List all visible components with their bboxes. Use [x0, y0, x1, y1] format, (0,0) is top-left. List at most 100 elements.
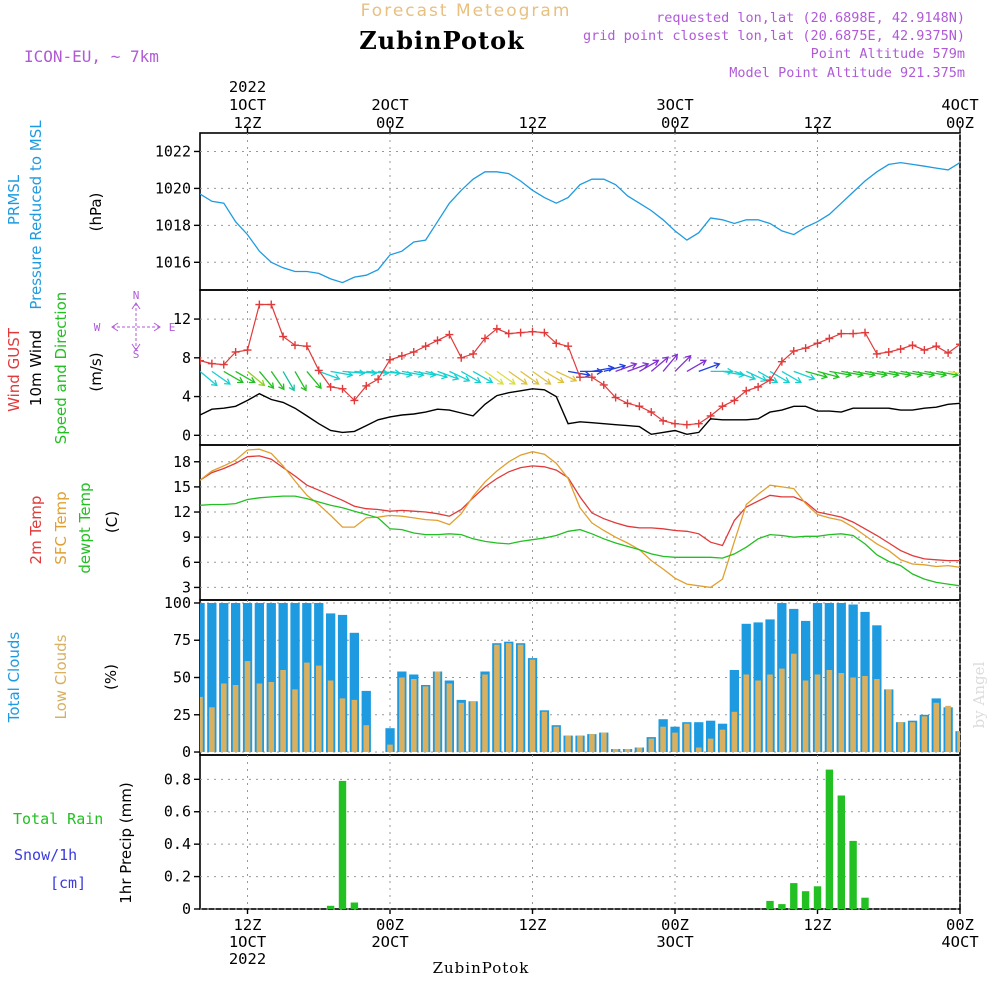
- low-cloud-bar: [553, 726, 560, 752]
- low-cloud-bar: [434, 671, 441, 752]
- wind-arrow: [247, 370, 266, 387]
- wind-arrow-shaft: [888, 370, 911, 376]
- temp-label-sfc: SFC Temp: [52, 491, 70, 564]
- wind-arrow-shaft: [306, 370, 322, 389]
- gust-marker: [599, 380, 608, 389]
- gust-marker: [730, 396, 739, 405]
- temp-line-sfc: [200, 448, 960, 589]
- wind-arrow-head: [671, 353, 679, 361]
- gust-marker: [611, 393, 620, 402]
- wind-arrow-shaft: [722, 370, 745, 376]
- y-tick-label: 25: [173, 706, 191, 724]
- wind-arrow-head: [211, 379, 218, 387]
- low-cloud-bar: [221, 683, 227, 753]
- gust-marker: [623, 399, 632, 408]
- wind-arrow-shaft: [662, 354, 678, 372]
- wind-arrow: [698, 362, 721, 373]
- gust-marker: [326, 382, 335, 391]
- wind-arrow-shaft: [900, 370, 923, 376]
- low-cloud-bar: [862, 676, 868, 752]
- low-cloud-bar: [411, 679, 417, 752]
- y-tick-label: 1020: [155, 179, 191, 197]
- wind-arrow-shaft: [294, 371, 307, 391]
- gust-marker: [374, 375, 383, 384]
- wind-arrow-head: [315, 382, 322, 390]
- gust-marker: [956, 340, 960, 349]
- wind-arrow-shaft: [270, 371, 285, 390]
- wind-arrow-shaft: [864, 370, 887, 376]
- wind-arrow-shaft: [544, 370, 564, 383]
- wind-arrow-shaft: [757, 370, 778, 383]
- y-tick-label: 15: [173, 478, 191, 496]
- bottom-time-label: 2OCT: [371, 933, 408, 951]
- wind-arrow: [235, 370, 256, 384]
- compass-arrow-w: [111, 322, 119, 332]
- wind-arrow: [769, 370, 791, 384]
- wind-arrow: [342, 369, 366, 377]
- wind-arrow: [781, 370, 802, 384]
- low-cloud-bar: [589, 734, 595, 752]
- wind-arrow: [757, 370, 779, 384]
- gust-marker: [469, 349, 478, 358]
- wind-arrow-head: [497, 378, 505, 385]
- gust-marker: [932, 342, 941, 351]
- y-tick-label: 1018: [155, 216, 191, 234]
- wind-arrow: [437, 370, 460, 381]
- total-cloud-bar: [266, 603, 276, 752]
- wind-arrow-shaft: [200, 370, 218, 386]
- wind-arrow: [984, 371, 1000, 377]
- low-cloud-bar: [458, 702, 465, 752]
- gust-marker: [200, 356, 204, 365]
- total-cloud-bar: [200, 603, 205, 752]
- place-title: ZubinPotok: [359, 26, 525, 55]
- wind-arrow-head: [808, 373, 816, 381]
- gust-marker: [267, 300, 276, 309]
- wind-arrow: [425, 370, 449, 380]
- low-cloud-bar: [886, 689, 892, 752]
- rain-bar: [825, 769, 834, 909]
- gust-marker: [433, 336, 442, 345]
- gust-marker: [944, 348, 953, 357]
- y-tick-label: 3: [182, 578, 191, 596]
- wind-arrow: [591, 364, 615, 373]
- wind-arrow-shaft: [211, 370, 231, 385]
- bottom-time-label: 2022: [229, 950, 266, 968]
- wind-arrow-shaft: [235, 370, 256, 383]
- low-cloud-bar: [268, 682, 275, 752]
- wind-arrow-shaft: [366, 370, 389, 374]
- pressure-label-msl: Pressure Reduced to MSL: [27, 120, 45, 310]
- wind-arrow: [366, 369, 390, 377]
- wind-arrow: [972, 371, 994, 377]
- compass-arrow-e: [153, 322, 161, 332]
- wind-arrow: [650, 356, 670, 372]
- wind-arrow: [270, 371, 285, 391]
- y-tick-label: 9: [182, 528, 191, 546]
- low-cloud-bar: [957, 731, 960, 753]
- wind-arrow: [318, 370, 341, 381]
- wind-arrow-shaft: [532, 370, 551, 385]
- precip-bars: [326, 769, 869, 909]
- gust-marker: [920, 346, 929, 355]
- gust-marker: [647, 408, 656, 417]
- rain-bar: [326, 905, 335, 909]
- closest-point: grid point closest lon,lat (20.6875E, 42…: [583, 28, 965, 44]
- wind-arrow-shaft: [484, 370, 504, 385]
- wind-arrow-head: [267, 382, 275, 390]
- wind-arrow: [710, 367, 734, 375]
- wind-arrow-head: [532, 378, 540, 385]
- wind-arrow-shaft: [508, 370, 528, 385]
- y-tick-label: 12: [173, 310, 191, 328]
- wind-arrow-head: [474, 376, 482, 384]
- mean-wind-line: [200, 388, 960, 436]
- top-time-label: 00Z: [376, 114, 404, 132]
- wind-arrow: [520, 370, 540, 385]
- wind-arrow: [627, 362, 650, 373]
- bottom-time-label: 12Z: [519, 916, 547, 934]
- low-cloud-bar: [648, 738, 655, 752]
- rain-bar: [338, 780, 347, 909]
- gust-marker: [789, 347, 798, 356]
- wind-arrow-head: [544, 378, 552, 385]
- wind-arrow: [282, 371, 295, 392]
- bottom-time-label: 1OCT: [229, 933, 266, 951]
- gust-marker: [552, 339, 561, 348]
